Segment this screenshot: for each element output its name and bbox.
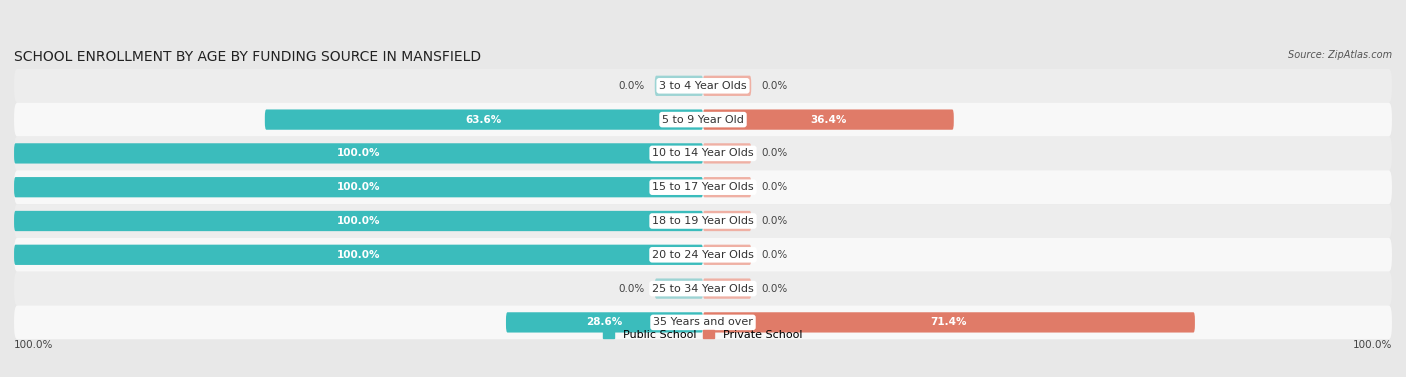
Text: 0.0%: 0.0% xyxy=(762,216,787,226)
FancyBboxPatch shape xyxy=(703,76,751,96)
FancyBboxPatch shape xyxy=(655,76,703,96)
Text: SCHOOL ENROLLMENT BY AGE BY FUNDING SOURCE IN MANSFIELD: SCHOOL ENROLLMENT BY AGE BY FUNDING SOUR… xyxy=(14,50,481,64)
FancyBboxPatch shape xyxy=(703,143,751,164)
Text: 0.0%: 0.0% xyxy=(762,284,787,294)
FancyBboxPatch shape xyxy=(14,170,1392,204)
FancyBboxPatch shape xyxy=(14,103,1392,136)
Text: 36.4%: 36.4% xyxy=(810,115,846,125)
FancyBboxPatch shape xyxy=(14,69,1392,103)
FancyBboxPatch shape xyxy=(703,279,751,299)
Text: 100.0%: 100.0% xyxy=(14,340,53,350)
FancyBboxPatch shape xyxy=(14,272,1392,305)
Text: 63.6%: 63.6% xyxy=(465,115,502,125)
Text: 5 to 9 Year Old: 5 to 9 Year Old xyxy=(662,115,744,125)
FancyBboxPatch shape xyxy=(14,136,1392,170)
FancyBboxPatch shape xyxy=(14,245,703,265)
Text: 10 to 14 Year Olds: 10 to 14 Year Olds xyxy=(652,149,754,158)
Text: 0.0%: 0.0% xyxy=(762,81,787,91)
Text: 25 to 34 Year Olds: 25 to 34 Year Olds xyxy=(652,284,754,294)
Text: 100.0%: 100.0% xyxy=(337,250,380,260)
FancyBboxPatch shape xyxy=(14,143,703,164)
Text: Source: ZipAtlas.com: Source: ZipAtlas.com xyxy=(1288,50,1392,60)
Text: 15 to 17 Year Olds: 15 to 17 Year Olds xyxy=(652,182,754,192)
Text: 100.0%: 100.0% xyxy=(1353,340,1392,350)
FancyBboxPatch shape xyxy=(703,211,751,231)
FancyBboxPatch shape xyxy=(703,245,751,265)
FancyBboxPatch shape xyxy=(655,279,703,299)
Text: 100.0%: 100.0% xyxy=(337,182,380,192)
Text: 0.0%: 0.0% xyxy=(619,81,644,91)
Text: 3 to 4 Year Olds: 3 to 4 Year Olds xyxy=(659,81,747,91)
Text: 18 to 19 Year Olds: 18 to 19 Year Olds xyxy=(652,216,754,226)
Text: 0.0%: 0.0% xyxy=(762,250,787,260)
FancyBboxPatch shape xyxy=(14,204,1392,238)
Text: 71.4%: 71.4% xyxy=(931,317,967,327)
Text: 20 to 24 Year Olds: 20 to 24 Year Olds xyxy=(652,250,754,260)
Text: 0.0%: 0.0% xyxy=(762,149,787,158)
FancyBboxPatch shape xyxy=(703,177,751,197)
FancyBboxPatch shape xyxy=(14,305,1392,339)
Text: 100.0%: 100.0% xyxy=(337,216,380,226)
Text: 100.0%: 100.0% xyxy=(337,149,380,158)
FancyBboxPatch shape xyxy=(703,312,1195,333)
FancyBboxPatch shape xyxy=(264,109,703,130)
FancyBboxPatch shape xyxy=(14,238,1392,272)
Text: 35 Years and over: 35 Years and over xyxy=(652,317,754,327)
Text: 28.6%: 28.6% xyxy=(586,317,623,327)
Legend: Public School, Private School: Public School, Private School xyxy=(603,329,803,340)
Text: 0.0%: 0.0% xyxy=(762,182,787,192)
FancyBboxPatch shape xyxy=(14,177,703,197)
Text: 0.0%: 0.0% xyxy=(619,284,644,294)
FancyBboxPatch shape xyxy=(14,211,703,231)
FancyBboxPatch shape xyxy=(506,312,703,333)
FancyBboxPatch shape xyxy=(703,109,953,130)
